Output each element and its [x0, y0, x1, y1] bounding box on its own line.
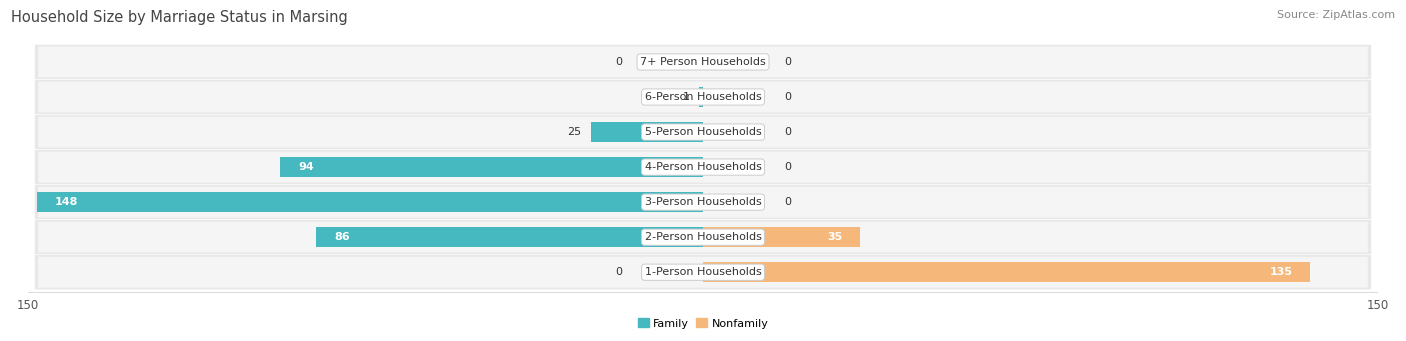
Text: 4-Person Households: 4-Person Households — [644, 162, 762, 172]
Text: 86: 86 — [335, 232, 350, 242]
FancyBboxPatch shape — [38, 117, 1368, 147]
Text: 0: 0 — [614, 57, 621, 67]
Text: 3-Person Households: 3-Person Households — [644, 197, 762, 207]
Bar — [703, 227, 860, 247]
Text: 1: 1 — [682, 92, 689, 102]
Text: 35: 35 — [827, 232, 842, 242]
Text: 0: 0 — [785, 162, 792, 172]
Text: 0: 0 — [785, 197, 792, 207]
Bar — [703, 262, 1310, 282]
FancyBboxPatch shape — [38, 46, 1368, 77]
Text: Household Size by Marriage Status in Marsing: Household Size by Marriage Status in Mar… — [11, 10, 349, 25]
Text: 135: 135 — [1270, 267, 1292, 277]
Text: 148: 148 — [55, 197, 79, 207]
Bar — [37, 192, 703, 212]
FancyBboxPatch shape — [35, 255, 1371, 290]
Text: 2-Person Households: 2-Person Households — [644, 232, 762, 242]
Legend: Family, Nonfamily: Family, Nonfamily — [633, 314, 773, 333]
FancyBboxPatch shape — [38, 152, 1368, 182]
FancyBboxPatch shape — [35, 115, 1371, 149]
Text: 7+ Person Households: 7+ Person Households — [640, 57, 766, 67]
Text: 25: 25 — [568, 127, 582, 137]
Text: 5-Person Households: 5-Person Households — [644, 127, 762, 137]
FancyBboxPatch shape — [35, 150, 1371, 184]
FancyBboxPatch shape — [35, 45, 1371, 79]
Text: 94: 94 — [298, 162, 314, 172]
FancyBboxPatch shape — [38, 257, 1368, 288]
Text: 0: 0 — [614, 267, 621, 277]
Text: 0: 0 — [785, 127, 792, 137]
Text: 0: 0 — [785, 57, 792, 67]
Text: 0: 0 — [785, 92, 792, 102]
FancyBboxPatch shape — [35, 220, 1371, 254]
FancyBboxPatch shape — [38, 187, 1368, 218]
FancyBboxPatch shape — [38, 81, 1368, 113]
FancyBboxPatch shape — [38, 222, 1368, 253]
Bar — [591, 122, 703, 142]
FancyBboxPatch shape — [35, 80, 1371, 114]
Bar — [699, 87, 703, 107]
Bar — [316, 227, 703, 247]
FancyBboxPatch shape — [35, 185, 1371, 219]
Bar — [280, 157, 703, 177]
Text: 6-Person Households: 6-Person Households — [644, 92, 762, 102]
Text: 1-Person Households: 1-Person Households — [644, 267, 762, 277]
Text: Source: ZipAtlas.com: Source: ZipAtlas.com — [1277, 10, 1395, 20]
